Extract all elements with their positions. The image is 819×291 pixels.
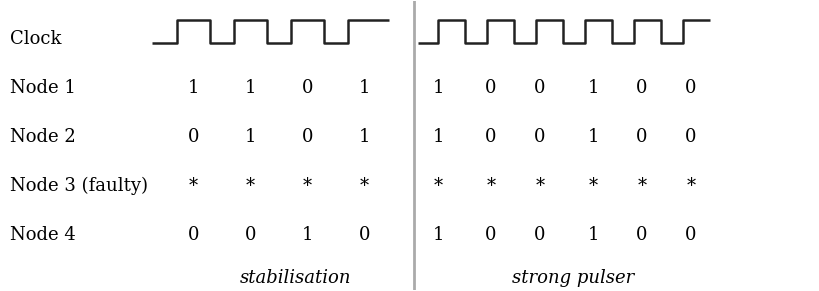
- Text: 0: 0: [486, 79, 497, 97]
- Text: 1: 1: [301, 226, 313, 244]
- Text: 1: 1: [587, 128, 599, 146]
- Text: *: *: [536, 177, 545, 195]
- Text: 1: 1: [359, 128, 370, 146]
- Text: 0: 0: [636, 226, 648, 244]
- Text: 0: 0: [188, 226, 199, 244]
- Text: 1: 1: [587, 226, 599, 244]
- Text: *: *: [246, 177, 255, 195]
- Text: 1: 1: [432, 226, 444, 244]
- Text: *: *: [433, 177, 442, 195]
- Text: 0: 0: [636, 79, 648, 97]
- Text: 0: 0: [686, 79, 697, 97]
- Text: 0: 0: [301, 79, 313, 97]
- Text: *: *: [303, 177, 312, 195]
- Text: 0: 0: [486, 226, 497, 244]
- Text: 0: 0: [534, 79, 545, 97]
- Text: 0: 0: [534, 226, 545, 244]
- Text: 1: 1: [587, 79, 599, 97]
- Text: 1: 1: [245, 79, 256, 97]
- Text: *: *: [589, 177, 598, 195]
- Text: *: *: [637, 177, 647, 195]
- Text: Node 4: Node 4: [10, 226, 75, 244]
- Text: Node 1: Node 1: [10, 79, 75, 97]
- Text: stabilisation: stabilisation: [239, 269, 351, 287]
- Text: *: *: [686, 177, 695, 195]
- Text: strong pulser: strong pulser: [512, 269, 634, 287]
- Text: *: *: [360, 177, 369, 195]
- Text: 0: 0: [359, 226, 370, 244]
- Text: 0: 0: [636, 128, 648, 146]
- Text: *: *: [486, 177, 495, 195]
- Text: 1: 1: [188, 79, 199, 97]
- Text: 0: 0: [486, 128, 497, 146]
- Text: Clock: Clock: [10, 30, 61, 48]
- Text: 0: 0: [534, 128, 545, 146]
- Text: 1: 1: [245, 128, 256, 146]
- Text: Node 2: Node 2: [10, 128, 75, 146]
- Text: 0: 0: [188, 128, 199, 146]
- Text: *: *: [188, 177, 197, 195]
- Text: 1: 1: [432, 128, 444, 146]
- Text: 0: 0: [686, 226, 697, 244]
- Text: 0: 0: [301, 128, 313, 146]
- Text: 1: 1: [432, 79, 444, 97]
- Text: 0: 0: [245, 226, 256, 244]
- Text: 0: 0: [686, 128, 697, 146]
- Text: Node 3 (faulty): Node 3 (faulty): [10, 177, 147, 195]
- Text: 1: 1: [359, 79, 370, 97]
